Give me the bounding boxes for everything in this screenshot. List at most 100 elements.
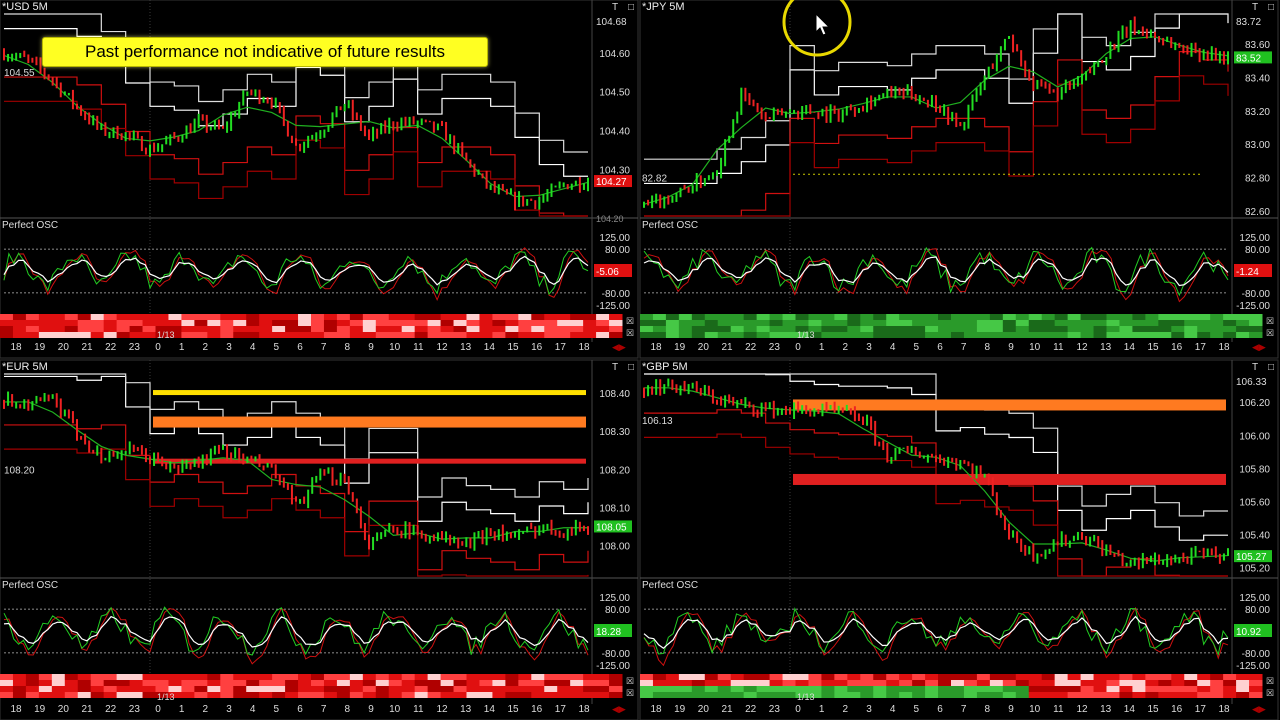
heatmap-cell — [570, 326, 584, 332]
heatmap-cell — [1171, 692, 1185, 698]
heatmap-cell — [860, 686, 874, 692]
heatmap-cell — [1236, 314, 1250, 320]
heatmap-cell — [466, 320, 480, 326]
heatmap-cell — [1015, 314, 1030, 320]
chart-corner-icon: T — [1252, 2, 1258, 13]
heatmap-cell — [860, 332, 874, 338]
heatmap-cell — [285, 320, 299, 326]
stop-step-line — [4, 448, 589, 577]
y-tick-label: 104.60 — [599, 49, 630, 60]
heatmap-cell — [989, 686, 1004, 692]
heatmap-cell — [181, 320, 195, 326]
heatmap-cell — [717, 314, 732, 320]
heatmap-cell — [782, 332, 796, 338]
heatmap-cell — [769, 320, 784, 326]
y-tick-label: 108.20 — [599, 465, 630, 476]
heatmap-cell — [834, 314, 848, 320]
heatmap-cell — [821, 692, 835, 698]
x-tick-label: 16 — [1171, 704, 1183, 715]
heatmap-cell — [1132, 692, 1146, 698]
x-tick-label: 23 — [769, 704, 781, 715]
date-marker: 1/13 — [797, 692, 815, 702]
heatmap-cell — [323, 674, 338, 680]
heatmap-cell — [691, 680, 706, 686]
heatmap-cell — [976, 320, 991, 326]
scroll-arrows-icon: ◀▶ — [612, 342, 626, 352]
heatmap-cell — [531, 314, 545, 320]
heatmap-cell — [77, 314, 92, 320]
heatmap-cell — [795, 320, 809, 326]
heatmap-cell — [899, 326, 913, 332]
heatmap-cell — [181, 692, 195, 698]
x-tick-label: 8 — [985, 704, 991, 715]
heatmap-cell — [259, 320, 273, 326]
heatmap-cell — [989, 680, 1004, 686]
heatmap-cell — [1236, 692, 1250, 698]
heatmap-cell — [298, 692, 312, 698]
heatmap-cell — [665, 332, 680, 338]
heatmap-cell — [505, 674, 519, 680]
x-tick-label: 18 — [578, 342, 590, 353]
heatmap-cell — [873, 332, 887, 338]
heatmap-cell — [129, 320, 144, 326]
x-tick-label: 19 — [34, 342, 46, 353]
heatmap-cell — [963, 314, 978, 320]
heatmap-cell — [1171, 686, 1185, 692]
heatmap-close-icon: ☒ — [1266, 676, 1274, 686]
heatmap-cell — [557, 314, 571, 320]
heatmap-cell — [77, 320, 92, 326]
heatmap-cell — [518, 320, 532, 326]
heatmap-cell — [272, 332, 286, 338]
last-price-label: 105.27 — [1236, 552, 1267, 563]
heatmap-cell — [207, 674, 221, 680]
panel-frame — [639, 0, 1279, 359]
heatmap-cell — [181, 674, 195, 680]
x-tick-label: 6 — [297, 704, 303, 715]
oscillator-title: Perfect OSC — [2, 580, 58, 591]
x-tick-label: 6 — [937, 342, 943, 353]
heatmap-cell — [64, 326, 79, 332]
oscillator-green-line — [3, 250, 589, 296]
heatmap-cell — [1197, 680, 1211, 686]
heatmap-cell — [769, 314, 784, 320]
stop-step-line — [644, 50, 1229, 217]
heatmap-cell — [938, 320, 952, 326]
heatmap-cell — [743, 326, 758, 332]
heatmap-cell — [453, 692, 467, 698]
heatmap-cell — [1093, 680, 1107, 686]
heatmap-cell — [492, 692, 506, 698]
resistance-band — [793, 473, 1226, 485]
heatmap-cell — [1184, 680, 1198, 686]
heatmap-cell — [1002, 332, 1017, 338]
stop-step-line — [644, 433, 1228, 577]
x-tick-label: 18 — [1218, 704, 1230, 715]
heatmap-cell — [155, 332, 169, 338]
heatmap-cell — [0, 680, 14, 686]
heatmap-cell — [1132, 680, 1146, 686]
heatmap-cell — [285, 674, 299, 680]
heatmap-cell — [795, 332, 809, 338]
chart-title: *EUR 5M — [2, 361, 48, 373]
heatmap-cell — [963, 326, 978, 332]
heatmap-cell — [570, 686, 584, 692]
heatmap-cell — [795, 680, 809, 686]
heatmap-cell — [298, 332, 312, 338]
heatmap-cell — [544, 326, 558, 332]
heatmap-cell — [1015, 692, 1030, 698]
heatmap-cell — [349, 326, 364, 332]
heatmap-cell — [640, 674, 654, 680]
heatmap-cell — [1041, 320, 1056, 326]
heatmap-cell — [142, 692, 156, 698]
heatmap-cell — [531, 686, 545, 692]
heatmap-cell — [440, 680, 455, 686]
x-tick-label: 18 — [650, 342, 662, 353]
heatmap-cell — [1210, 680, 1224, 686]
heatmap-cell — [103, 332, 118, 338]
heatmap-cell — [207, 332, 221, 338]
heatmap-cell — [272, 314, 286, 320]
heatmap-cell — [129, 314, 144, 320]
heatmap-cell — [453, 674, 467, 680]
heatmap-cell — [570, 320, 584, 326]
heatmap-cell — [899, 320, 913, 326]
